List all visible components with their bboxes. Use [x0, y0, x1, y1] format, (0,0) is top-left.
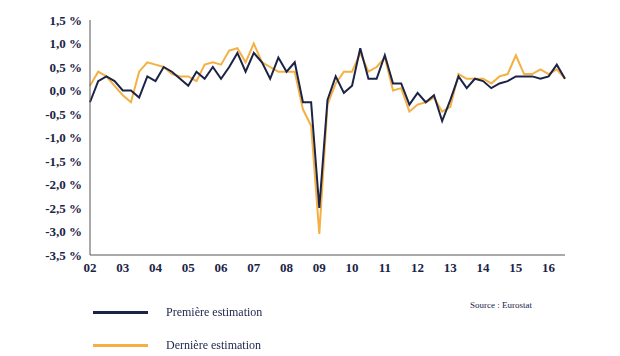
svg-text:1,5 %: 1,5 % — [50, 13, 83, 28]
svg-text:05: 05 — [182, 260, 196, 275]
svg-text:-1,5 %: -1,5 % — [45, 154, 82, 169]
svg-text:14: 14 — [477, 260, 491, 275]
svg-text:02: 02 — [84, 260, 97, 275]
svg-text:03: 03 — [116, 260, 130, 275]
svg-text:-2,5 %: -2,5 % — [45, 201, 82, 216]
html-text:Dernière estimation: Dernière estimation — [166, 338, 261, 352]
svg-text:10: 10 — [346, 260, 359, 275]
svg-text:16: 16 — [542, 260, 556, 275]
svg-text:1,0 %: 1,0 % — [50, 36, 83, 51]
svg-text:11: 11 — [379, 260, 391, 275]
svg-text:08: 08 — [280, 260, 294, 275]
svg-text:12: 12 — [411, 260, 424, 275]
svg-text:09: 09 — [313, 260, 327, 275]
html-text:Source : Eurostat: Source : Eurostat — [470, 300, 532, 310]
svg-text:-3,5 %: -3,5 % — [45, 248, 82, 263]
svg-text:13: 13 — [444, 260, 458, 275]
svg-text:04: 04 — [149, 260, 163, 275]
svg-text:06: 06 — [215, 260, 229, 275]
svg-text:0,0 %: 0,0 % — [50, 83, 83, 98]
html-text:Première estimation: Première estimation — [166, 305, 263, 319]
svg-text:15: 15 — [509, 260, 523, 275]
svg-text:0,5 %: 0,5 % — [50, 60, 83, 75]
svg-text:-2,0 %: -2,0 % — [45, 177, 82, 192]
svg-text:07: 07 — [247, 260, 261, 275]
svg-text:-0,5 %: -0,5 % — [45, 107, 82, 122]
svg-text:-3,0 %: -3,0 % — [45, 224, 82, 239]
svg-text:-1,0 %: -1,0 % — [45, 130, 82, 145]
